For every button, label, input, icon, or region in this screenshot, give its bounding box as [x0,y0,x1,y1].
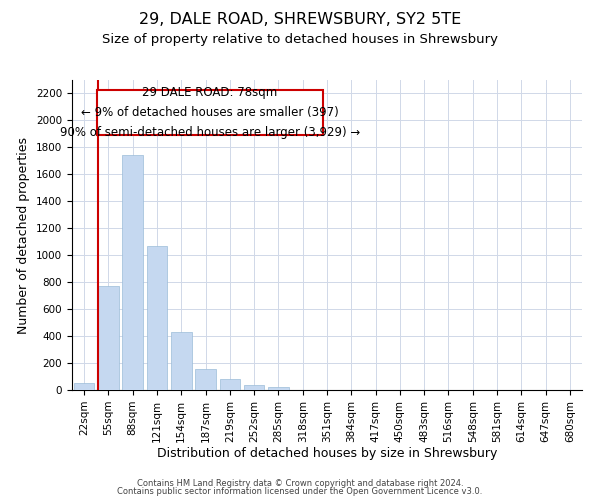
Bar [146,246,167,390]
Text: Contains HM Land Registry data © Crown copyright and database right 2024.: Contains HM Land Registry data © Crown c… [137,478,463,488]
Bar [98,286,119,390]
Text: 29, DALE ROAD, SHREWSBURY, SY2 5TE: 29, DALE ROAD, SHREWSBURY, SY2 5TE [139,12,461,28]
Bar [268,386,289,390]
Text: 29 DALE ROAD: 78sqm
← 9% of detached houses are smaller (397)
90% of semi-detach: 29 DALE ROAD: 78sqm ← 9% of detached hou… [59,86,360,139]
Bar [220,379,240,390]
Bar [122,156,143,390]
Bar [171,332,191,390]
Bar [195,369,216,390]
Text: Size of property relative to detached houses in Shrewsbury: Size of property relative to detached ho… [102,32,498,46]
Bar [244,384,265,390]
Text: Contains public sector information licensed under the Open Government Licence v3: Contains public sector information licen… [118,487,482,496]
FancyBboxPatch shape [97,90,323,134]
X-axis label: Distribution of detached houses by size in Shrewsbury: Distribution of detached houses by size … [157,448,497,460]
Bar [74,382,94,390]
Y-axis label: Number of detached properties: Number of detached properties [17,136,31,334]
